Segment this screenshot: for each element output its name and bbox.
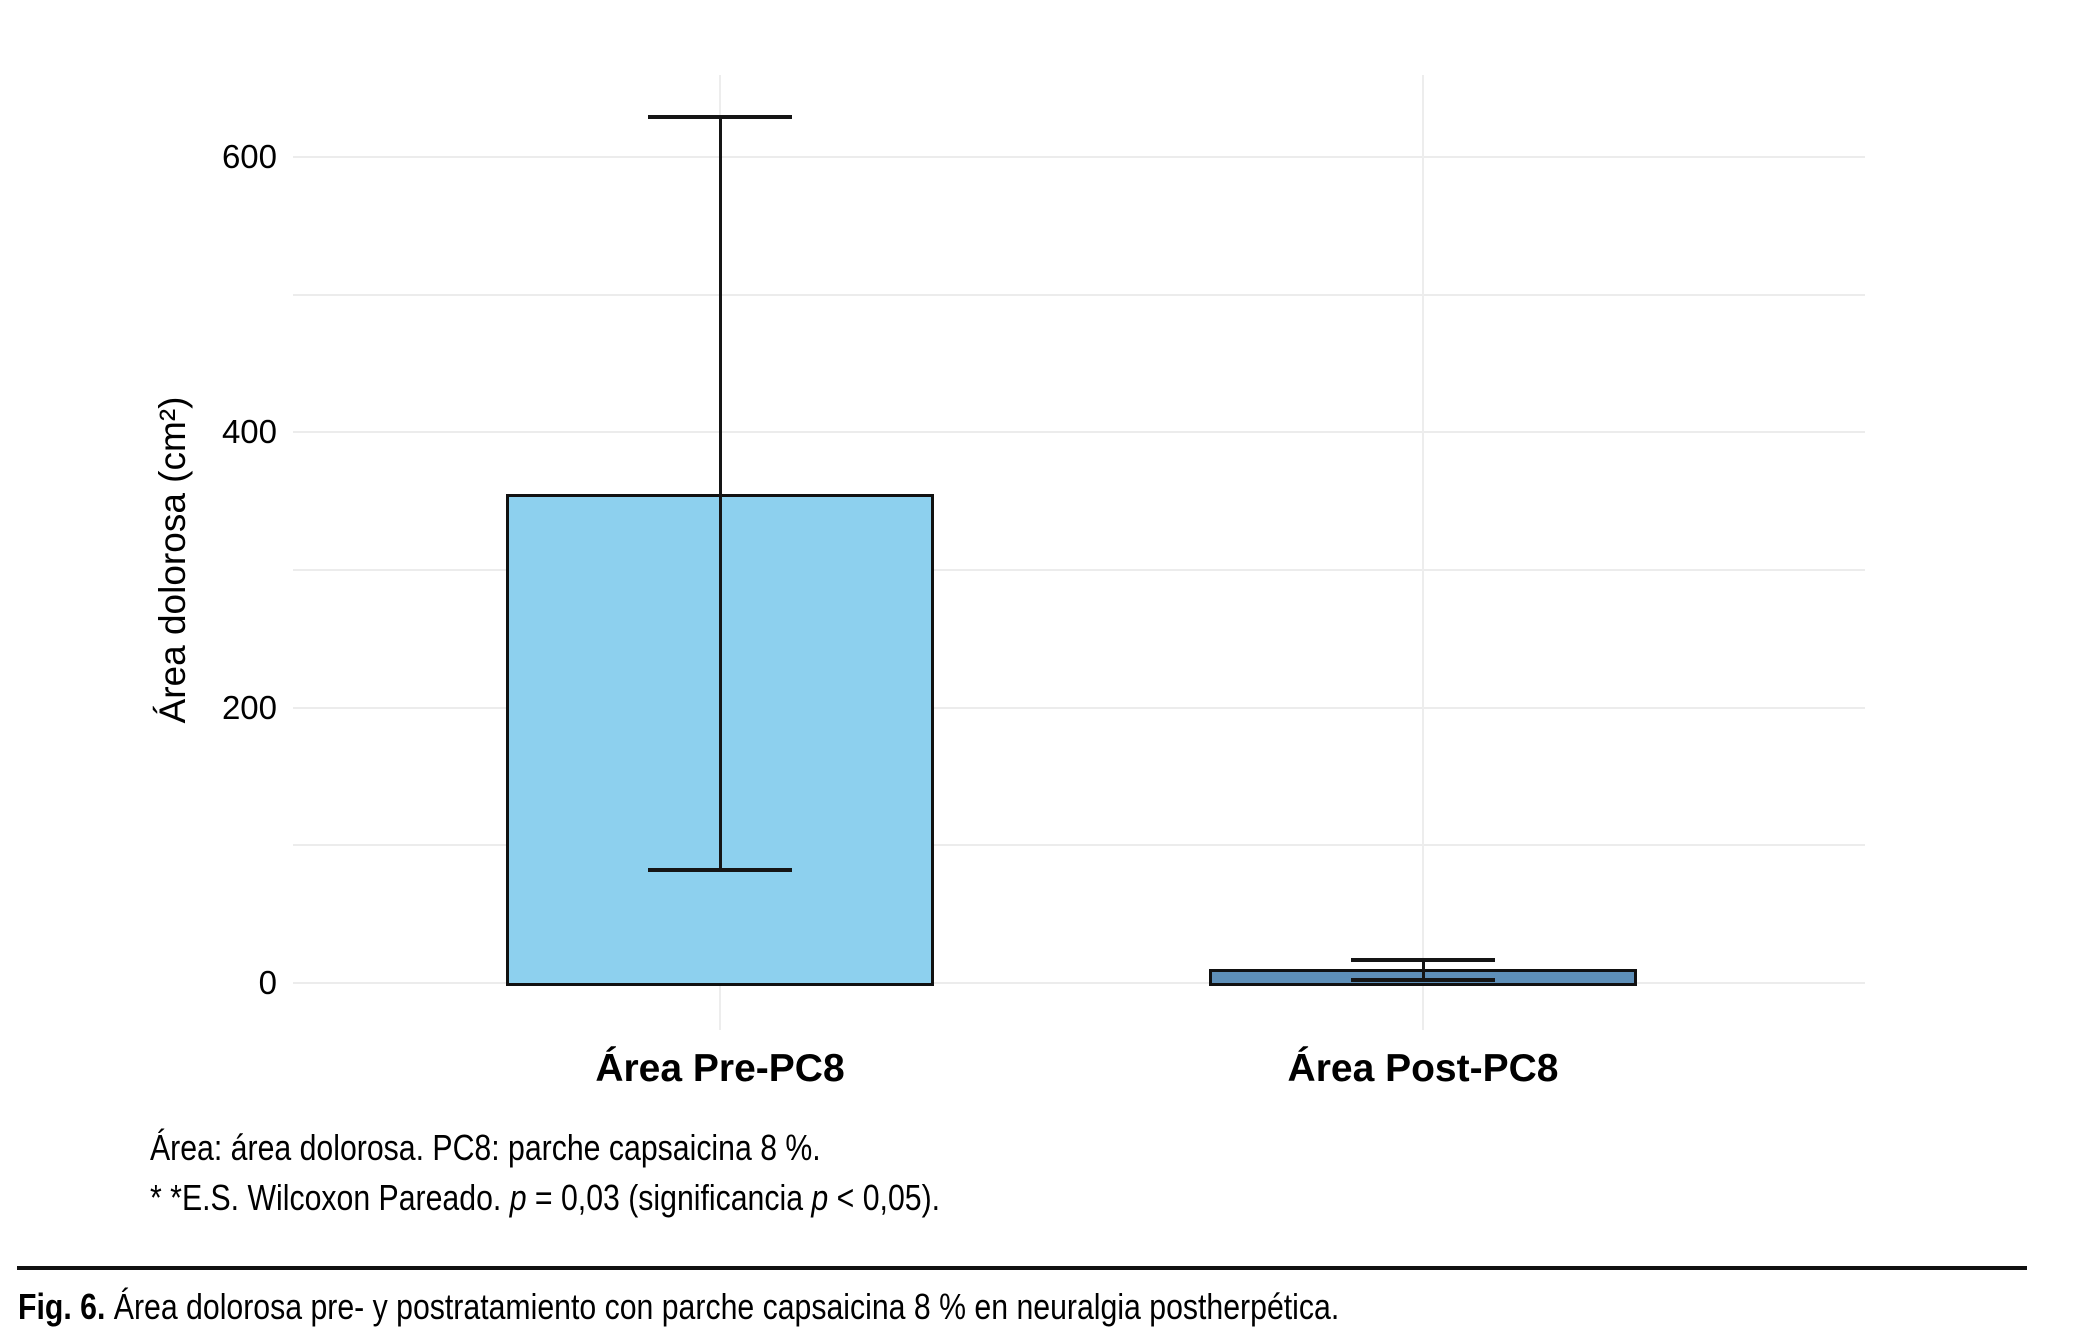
gridline-y-0 (293, 982, 1865, 984)
caption-divider-rule (17, 1266, 2027, 1270)
error-bar-cap-top-1 (648, 115, 792, 120)
footnote-text-segment: = 0,03 (significancia (526, 1177, 812, 1218)
error-bar-cap-bottom-2 (1351, 978, 1495, 983)
footnote-text-segment: * *E.S. Wilcoxon Pareado. (150, 1177, 510, 1218)
gridline-y-400 (293, 431, 1865, 434)
figure-caption: Fig. 6. Área dolorosa pre- y postratamie… (18, 1285, 1591, 1329)
gridline-y-100 (293, 844, 1865, 847)
y-tick-label-400: 400 (221, 413, 277, 451)
error-bar-line-2 (1421, 959, 1425, 981)
error-bar-cap-bottom-1 (648, 868, 792, 873)
figure-caption-label: Fig. 6. (18, 1286, 106, 1327)
gridline-y-500 (293, 293, 1865, 296)
gridline-y-300 (293, 569, 1865, 571)
y-tick-label-0: 0 (258, 964, 277, 1001)
footnote-line-1: Área: área dolorosa. PC8: parche capsaic… (150, 1127, 821, 1168)
x-category-label-1: Área Pre-PC8 (595, 1047, 845, 1090)
figure-caption-text: Área dolorosa pre- y postratamiento con … (105, 1286, 1340, 1327)
error-bar-line-1 (718, 117, 722, 871)
gridline-y-200 (293, 706, 1865, 709)
gridline-y-600 (293, 156, 1865, 158)
footnote-italic-p: p (811, 1177, 829, 1218)
gridline-category-2 (1422, 75, 1424, 1030)
footnote-text-segment: < 0,05). (828, 1177, 941, 1218)
footnote-line-2: * *E.S. Wilcoxon Pareado. p = 0,03 (sign… (150, 1173, 1091, 1223)
x-category-label-2: Área Post-PC8 (1287, 1047, 1559, 1090)
chart-footnotes: Área: área dolorosa. PC8: parche capsaic… (150, 1123, 1091, 1223)
y-tick-label-600: 600 (221, 138, 277, 175)
error-bar-cap-top-2 (1351, 957, 1495, 962)
y-tick-label-200: 200 (221, 688, 277, 726)
y-axis-label: Área dolorosa (cm²) (152, 396, 193, 724)
footnote-italic-p: p (509, 1177, 527, 1218)
